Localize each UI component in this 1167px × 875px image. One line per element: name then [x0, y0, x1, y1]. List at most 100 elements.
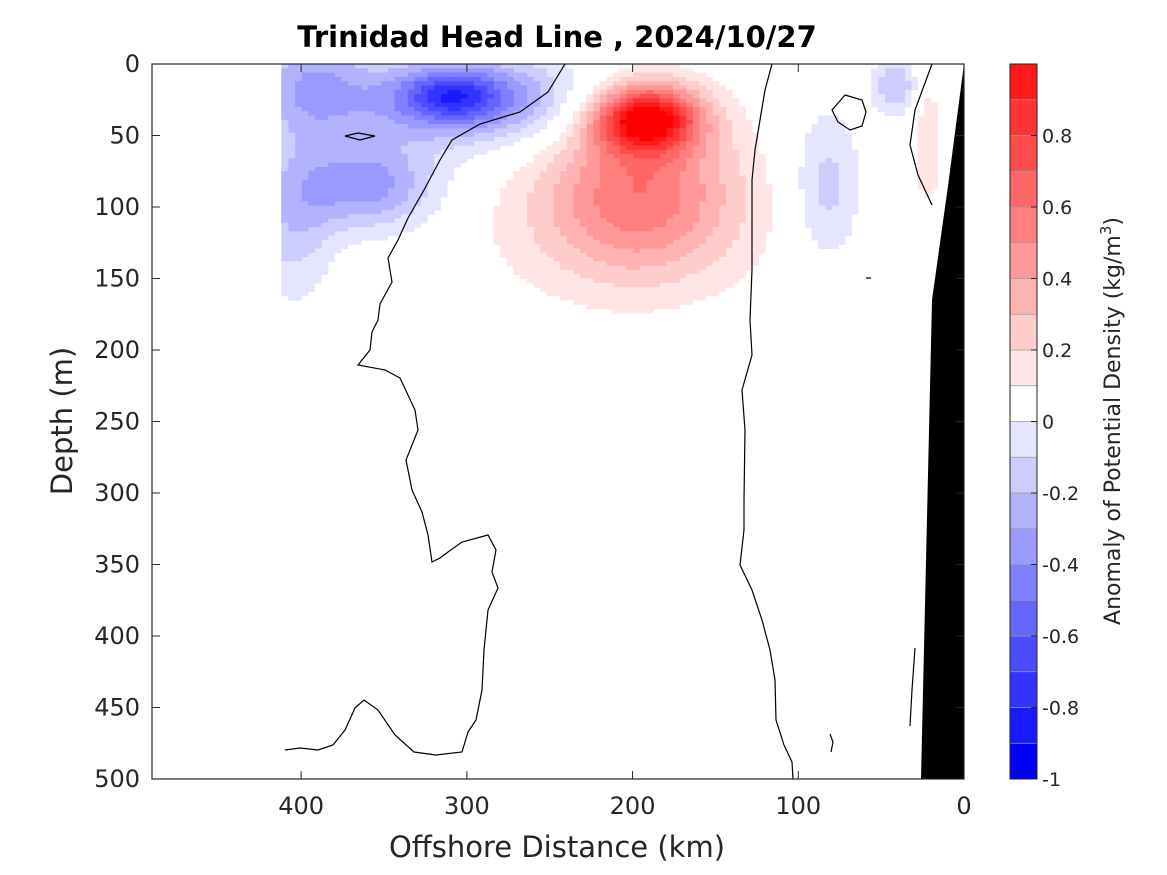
heatmap-cell	[572, 235, 581, 241]
colorbar	[1009, 63, 1038, 780]
heatmap-cell	[645, 158, 654, 164]
heatmap-cell	[420, 192, 428, 198]
heatmap-cell	[513, 132, 521, 138]
heatmap-cell	[910, 81, 919, 87]
heatmap-cell	[639, 145, 647, 151]
colorbar-tick-label: -0.4	[1042, 555, 1079, 577]
heatmap-cell	[314, 244, 322, 250]
heatmap-cell	[347, 196, 355, 202]
heatmap-cell	[718, 136, 726, 142]
heatmap-cell	[818, 145, 826, 151]
heatmap-cell	[639, 72, 647, 78]
heatmap-cell	[652, 149, 660, 155]
heatmap-cell	[400, 209, 408, 215]
heatmap-cell	[513, 72, 521, 78]
heatmap-cell	[725, 248, 733, 254]
heatmap-cell	[871, 94, 879, 99]
heatmap-cell	[599, 115, 607, 121]
heatmap-cell	[705, 106, 713, 112]
heatmap-cell	[360, 201, 369, 207]
heatmap-cell	[718, 201, 726, 207]
heatmap-cell	[427, 149, 435, 155]
heatmap-cell	[732, 149, 740, 155]
heatmap-cell	[314, 76, 322, 82]
heatmap-cell	[546, 205, 554, 211]
heatmap-cell	[672, 94, 680, 99]
heatmap-cell	[844, 188, 852, 194]
heatmap-cell	[672, 257, 680, 262]
heatmap-cell	[393, 124, 402, 129]
heatmap-cell	[553, 282, 561, 288]
heatmap-cell	[460, 94, 468, 99]
heatmap-cell	[546, 102, 554, 108]
heatmap-cell	[327, 94, 335, 99]
heatmap-cell	[321, 235, 329, 241]
heatmap-cell	[639, 136, 647, 142]
heatmap-cell	[572, 248, 581, 254]
heatmap-cell	[533, 184, 541, 190]
heatmap-cell	[446, 124, 455, 129]
heatmap-cell	[387, 89, 395, 95]
heatmap-cell	[758, 244, 766, 250]
heatmap-cell	[533, 188, 541, 194]
heatmap-cell	[632, 141, 640, 147]
heatmap-cell	[924, 154, 932, 159]
heatmap-cell	[659, 162, 667, 168]
heatmap-cell	[500, 102, 508, 108]
heatmap-cell	[400, 162, 408, 168]
heatmap-cell	[566, 261, 574, 267]
heatmap-cell	[387, 209, 395, 215]
heatmap-cell	[407, 106, 415, 112]
heatmap-cell	[705, 162, 713, 168]
heatmap-cell	[831, 132, 839, 138]
heatmap-cell	[559, 136, 567, 142]
heatmap-cell	[851, 162, 859, 168]
heatmap-cell	[513, 235, 521, 241]
heatmap-cell	[526, 175, 534, 181]
heatmap-cell	[804, 136, 813, 142]
heatmap-cell	[705, 282, 713, 288]
heatmap-cell	[718, 98, 726, 104]
heatmap-cell	[745, 171, 753, 177]
heatmap-cell	[678, 154, 687, 159]
heatmap-cell	[360, 192, 369, 198]
heatmap-cell	[367, 85, 375, 91]
heatmap-cell	[685, 218, 693, 224]
heatmap-cell	[917, 149, 925, 155]
heatmap-cell	[314, 89, 322, 95]
heatmap-cell	[625, 201, 634, 207]
heatmap-cell	[579, 136, 587, 142]
heatmap-cell	[374, 158, 382, 164]
heatmap-cell	[639, 119, 647, 125]
heatmap-cell	[659, 124, 667, 129]
heatmap-cell	[698, 179, 707, 185]
heatmap-cell	[526, 244, 534, 250]
heatmap-cell	[374, 102, 382, 108]
heatmap-cell	[625, 76, 634, 82]
heatmap-cell	[539, 115, 547, 121]
heatmap-cell	[871, 81, 879, 87]
heatmap-cell	[407, 124, 415, 129]
heatmap-cell	[433, 192, 441, 198]
heatmap-cell	[705, 261, 713, 267]
heatmap-cell	[645, 111, 654, 117]
heatmap-cell	[420, 184, 428, 190]
heatmap-cell	[592, 106, 601, 112]
heatmap-cell	[632, 179, 640, 185]
heatmap-cell	[294, 76, 302, 82]
heatmap-cell	[678, 158, 687, 164]
heatmap-cell	[354, 179, 362, 185]
heatmap-cell	[413, 128, 422, 134]
heatmap-cell	[705, 274, 713, 280]
heatmap-cell	[612, 171, 620, 177]
heatmap-cell	[725, 132, 733, 138]
heatmap-cell	[460, 102, 468, 108]
heatmap-cell	[281, 218, 289, 224]
heatmap-cell	[824, 166, 833, 172]
heatmap-cell	[287, 166, 296, 172]
heatmap-cell	[818, 192, 826, 198]
heatmap-cell	[698, 252, 707, 258]
heatmap-cell	[665, 231, 673, 237]
heatmap-cell	[718, 141, 726, 147]
heatmap-cell	[579, 106, 587, 112]
